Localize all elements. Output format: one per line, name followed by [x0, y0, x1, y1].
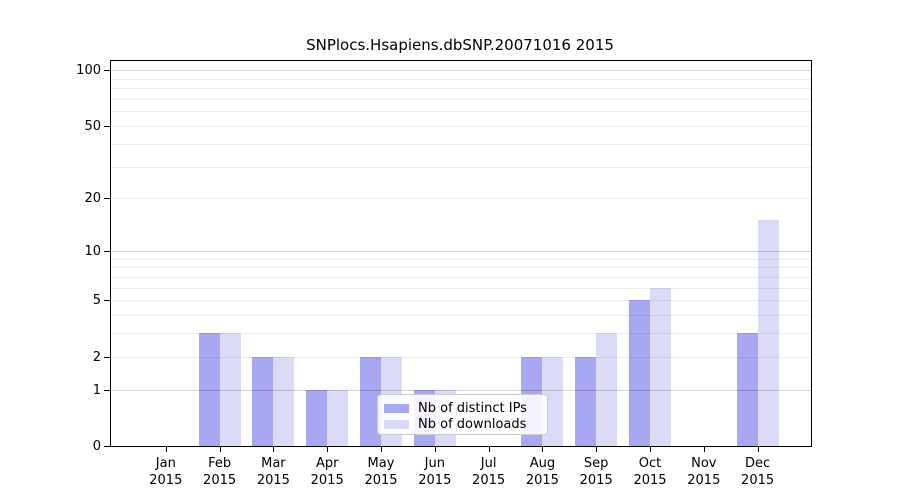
x-tick-jan: [165, 446, 167, 452]
gridline-major-100: [111, 70, 811, 72]
y-tick-label-5: 5: [92, 293, 101, 309]
x-tick-label-may: May 2015: [351, 455, 411, 489]
x-tick-year-jan: 2015: [149, 473, 183, 488]
gridline-minor-2: [111, 356, 811, 358]
bar-nb-of-downloads-feb: [219, 333, 241, 446]
x-tick-year-oct: 2015: [633, 473, 667, 488]
x-tick-nov: [703, 446, 705, 452]
x-tick-year-mar: 2015: [256, 473, 290, 488]
gridline-minor-20: [111, 198, 811, 200]
y-tick-50: [104, 126, 110, 127]
y-tick-20: [104, 198, 110, 200]
y-tick-0: [104, 446, 110, 447]
x-tick-oct: [650, 446, 651, 452]
gridline-minor-5: [111, 300, 811, 302]
bar-nb-of-distinct-ips-may: [360, 356, 381, 446]
x-tick-jul: [488, 446, 490, 452]
bar-nb-of-downloads-dec: [757, 220, 779, 446]
bar-nb-of-downloads-sep: [596, 333, 618, 446]
gridline-minor-4: [111, 315, 811, 317]
y-tick-5: [104, 300, 110, 302]
x-tick-label-jan: Jan 2015: [136, 455, 196, 489]
legend-label-downloads: Nb of downloads: [418, 416, 527, 432]
bar-nb-of-downloads-mar: [273, 356, 295, 446]
y-tick-2: [104, 356, 110, 358]
y-tick-label-1: 1: [92, 382, 101, 398]
x-tick-label-aug: Aug 2015: [512, 455, 572, 489]
gridline-minor-6: [111, 287, 811, 289]
bar-nb-of-distinct-ips-feb: [198, 333, 220, 446]
x-tick-year-apr: 2015: [310, 473, 344, 488]
x-tick-label-oct: Oct 2015: [620, 455, 680, 489]
gridline-minor-70: [111, 99, 811, 101]
legend-row-distinct-ips: Nb of distinct IPs: [384, 400, 541, 416]
y-tick-label-0: 0: [92, 439, 101, 454]
gridline-minor-8: [111, 267, 811, 269]
gridline-minor-90: [111, 78, 811, 80]
x-tick-label-feb: Feb 2015: [190, 455, 250, 489]
x-tick-feb: [219, 446, 221, 452]
bar-nb-of-distinct-ips-mar: [252, 356, 274, 446]
y-tick-label-10: 10: [84, 243, 101, 259]
y-tick-100: [104, 70, 110, 72]
legend: Nb of distinct IPs Nb of downloads: [377, 394, 548, 435]
legend-row-downloads: Nb of downloads: [384, 416, 541, 432]
gridline-major-1: [111, 389, 811, 391]
y-tick-1: [104, 389, 110, 391]
y-tick-label-2: 2: [92, 349, 101, 365]
x-tick-label-jun: Jun 2015: [405, 455, 465, 489]
x-tick-label-mar: Mar 2015: [243, 455, 303, 489]
legend-swatch-distinct-ips: [384, 403, 409, 413]
x-tick-aug: [542, 446, 544, 452]
bar-nb-of-distinct-ips-apr: [306, 389, 328, 446]
x-tick-year-nov: 2015: [687, 473, 721, 488]
bar-nb-of-downloads-apr: [327, 389, 349, 446]
x-tick-year-dec: 2015: [741, 473, 775, 488]
y-tick-10: [104, 250, 110, 252]
legend-label-distinct-ips: Nb of distinct IPs: [418, 400, 527, 416]
x-tick-may: [381, 446, 382, 452]
x-tick-label-apr: Apr 2015: [297, 455, 357, 489]
x-tick-label-sep: Sep 2015: [566, 455, 626, 489]
legend-swatch-downloads: [384, 419, 409, 429]
gridline-minor-50: [111, 126, 811, 127]
x-tick-mar: [273, 446, 275, 452]
bar-nb-of-distinct-ips-sep: [575, 356, 597, 446]
x-tick-sep: [596, 446, 598, 452]
gridline-minor-60: [111, 111, 811, 113]
x-tick-year-sep: 2015: [579, 473, 613, 488]
x-tick-dec: [757, 446, 759, 452]
x-tick-label-nov: Nov 2015: [674, 455, 734, 489]
bar-nb-of-downloads-oct: [650, 287, 671, 446]
x-tick-year-jul: 2015: [472, 473, 506, 488]
gridline-minor-9: [111, 258, 811, 260]
y-tick-label-20: 20: [84, 191, 101, 207]
x-tick-apr: [327, 446, 329, 452]
gridline-minor-30: [111, 166, 811, 168]
gridline-minor-40: [111, 143, 811, 145]
x-tick-year-aug: 2015: [525, 473, 559, 488]
y-tick-label-50: 50: [84, 119, 101, 134]
x-tick-label-dec: Dec 2015: [728, 455, 788, 489]
y-tick-label-100: 100: [76, 63, 101, 79]
plot-area: 0 1 2 5 10 20 50 100 Jan 2015 Feb 2015 Mar 2015 Apr 201…: [76, 60, 812, 488]
bar-nb-of-distinct-ips-dec: [736, 333, 758, 446]
gridline-minor-80: [111, 88, 811, 90]
gridline-minor-3: [111, 333, 811, 335]
chart-title: SNPlocs.Hsapiens.dbSNP.20071016 2015: [306, 36, 614, 54]
gridline-minor-7: [111, 276, 811, 278]
x-tick-label-jul: Jul 2015: [459, 455, 519, 489]
bar-nb-of-distinct-ips-oct: [629, 300, 650, 446]
gridline-major-10: [111, 250, 811, 252]
x-tick-year-feb: 2015: [203, 473, 237, 488]
x-tick-year-may: 2015: [364, 473, 398, 488]
x-tick-year-jun: 2015: [418, 473, 452, 488]
x-tick-jun: [434, 446, 436, 452]
